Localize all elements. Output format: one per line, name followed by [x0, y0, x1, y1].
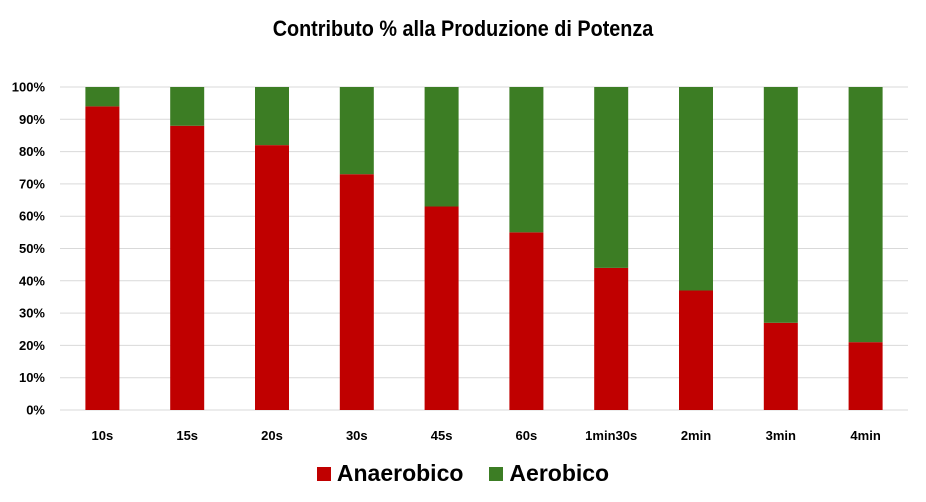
y-tick-label: 20%: [19, 338, 45, 353]
bar-aerobico-60s: [509, 87, 544, 233]
legend: Anaerobico Aerobico: [0, 460, 926, 487]
x-tick-label: 60s: [516, 428, 538, 443]
legend-label: Anaerobico: [336, 460, 464, 486]
y-tick-label: 100%: [12, 80, 46, 95]
bar-anaerobico-1min30s: [594, 267, 629, 410]
legend-item: Anaerobico: [316, 460, 464, 487]
x-tick-label: 1min30s: [585, 428, 637, 443]
legend-item: Aerobico: [489, 460, 609, 487]
legend-swatch: [316, 466, 331, 481]
legend-swatch: [489, 466, 504, 481]
y-tick-label: 60%: [19, 209, 45, 224]
bar-anaerobico-60s: [509, 232, 544, 410]
bar-aerobico-10s: [85, 87, 120, 107]
legend-label: Aerobico: [509, 460, 610, 486]
chart-title: Contributo % alla Produzione di Potenza: [272, 16, 654, 41]
bar-anaerobico-45s: [424, 206, 459, 410]
bar-aerobico-15s: [170, 87, 205, 126]
bar-aerobico-2min: [679, 87, 713, 291]
y-tick-label: 10%: [19, 370, 45, 385]
bar-aerobico-4min: [848, 87, 883, 343]
x-tick-label: 4min: [850, 428, 880, 443]
y-tick-label: 50%: [19, 241, 45, 256]
bar-anaerobico-15s: [170, 125, 205, 410]
bar-anaerobico-30s: [339, 174, 374, 410]
y-tick-label: 30%: [19, 306, 45, 321]
bar-aerobico-30s: [339, 87, 374, 175]
x-tick-label: 10s: [92, 428, 114, 443]
bar-aerobico-20s: [255, 87, 289, 146]
bar-anaerobico-10s: [85, 106, 120, 410]
bar-anaerobico-20s: [255, 145, 289, 410]
bar-anaerobico-2min: [679, 290, 713, 410]
bar-anaerobico-3min: [763, 322, 798, 410]
x-tick-label: 45s: [431, 428, 453, 443]
bar-aerobico-3min: [763, 87, 798, 323]
y-tick-label: 0%: [26, 403, 45, 418]
y-tick-label: 80%: [19, 144, 45, 159]
y-tick-label: 40%: [19, 273, 45, 288]
x-tick-label: 20s: [261, 428, 283, 443]
bar-aerobico-1min30s: [594, 87, 629, 268]
y-tick-label: 90%: [19, 112, 45, 127]
x-tick-label: 15s: [176, 428, 198, 443]
y-tick-label: 70%: [19, 176, 45, 191]
bar-anaerobico-4min: [848, 342, 883, 410]
x-tick-label: 3min: [766, 428, 796, 443]
x-tick-label: 30s: [346, 428, 368, 443]
bar-aerobico-45s: [424, 87, 459, 207]
x-tick-label: 2min: [681, 428, 711, 443]
